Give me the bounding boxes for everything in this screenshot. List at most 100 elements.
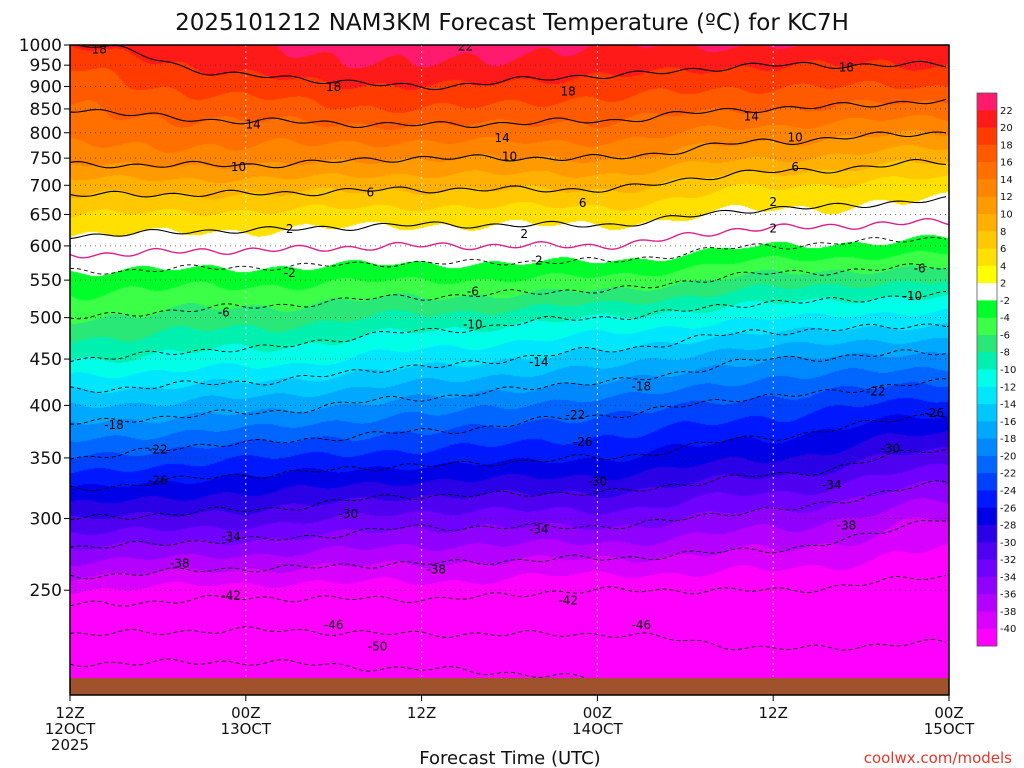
contour-label-text: -22 [866, 384, 886, 398]
contour-label: -30 [588, 475, 608, 489]
isotherm-minus2 [70, 236, 947, 275]
contour-label: 10 [788, 131, 803, 145]
contour-label: 18 [326, 80, 341, 94]
y-tick-label: 250 [30, 581, 62, 601]
x-tick-label: 12OCT [45, 720, 96, 738]
colorbar-swatch [977, 542, 997, 561]
y-tick-label: 400 [30, 396, 62, 416]
y-axis: 250 300 350 400 450 500 550 600 650 700 750 800 850 9… [19, 36, 70, 601]
contour-label-text: 14 [245, 118, 260, 132]
contour-label: -26 [148, 473, 168, 487]
contour-label-text: -6 [467, 285, 479, 299]
y-tick-label: 950 [30, 56, 62, 76]
colorbar-swatch [977, 404, 997, 422]
contour-label-text: -18 [104, 418, 124, 432]
contour-label-text: 14 [495, 131, 510, 145]
contour-label: 10 [502, 150, 517, 164]
contour-label: 2 [769, 195, 777, 209]
contour-label-text: 6 [791, 160, 799, 174]
contour-label: -6 [914, 262, 926, 276]
colorbar-label: -2 [1000, 296, 1010, 307]
colorbar-label: 18 [1000, 140, 1013, 151]
isotherm-18 [73, 45, 947, 91]
colorbar-swatch [977, 473, 997, 491]
contour-label-text: 2 [286, 222, 294, 236]
colorbar-label: -34 [1000, 572, 1016, 583]
colorbar-swatch [977, 179, 997, 198]
contour-label: 14 [744, 109, 759, 123]
contour-label: -42 [558, 593, 578, 607]
contour-label: -10 [463, 317, 483, 331]
colorbar-label: -20 [1000, 451, 1016, 462]
y-tick-label: 550 [30, 271, 62, 291]
contour-label: -10 [903, 289, 923, 303]
contour-label: 2 [769, 221, 777, 235]
colorbar-frame [976, 92, 998, 647]
y-tick-label: 600 [30, 237, 62, 257]
contour-label-text: -38 [426, 562, 446, 576]
contour-label-text: 10 [788, 131, 803, 145]
colorbar-label: -16 [1000, 417, 1016, 428]
contour-label-text: -42 [558, 593, 578, 607]
contour-label-text: -10 [463, 317, 483, 331]
contour-label-text: 10 [502, 150, 517, 164]
contour-label: -38 [426, 562, 446, 576]
colorbar-label: -30 [1000, 538, 1016, 549]
isotherm-minus34 [70, 480, 947, 549]
contour-label-text: 10 [231, 160, 246, 174]
contour-label-text: -6 [914, 262, 926, 276]
contour-label-text: -34 [822, 478, 842, 492]
contour-label-text: -46 [324, 618, 344, 632]
colorbar-swatch [977, 507, 997, 526]
colorbar-label: -22 [1000, 469, 1016, 480]
x-tick-label: 00Z [583, 704, 612, 722]
contour-label: -22 [866, 384, 886, 398]
x-axis-label: Forecast Time (UTC) [419, 748, 600, 768]
colorbar-label: -10 [1000, 365, 1016, 376]
colorbar-label: 16 [1000, 158, 1013, 169]
contour-lines [70, 45, 949, 683]
contour-label: 2 [286, 222, 294, 236]
colorbar-swatch [977, 265, 997, 284]
colorbar-swatch [977, 317, 997, 336]
isotherm-minus26 [70, 413, 947, 492]
contour-label: -38 [837, 519, 857, 533]
contour-label: -26 [573, 435, 593, 449]
x-tick-label: 2025 [51, 736, 89, 754]
colorbar-swatch [977, 490, 997, 509]
contour-label: -34 [822, 478, 842, 492]
colorbar-swatch [977, 559, 997, 578]
contour-label-text: -26 [573, 435, 593, 449]
contour-label-text: 18 [92, 42, 107, 56]
colorbar-label: 12 [1000, 192, 1013, 203]
isotherm-minus42 [70, 575, 947, 607]
colorbar-label: -4 [1000, 313, 1010, 324]
colorbar-swatch [977, 283, 997, 301]
colorbar-label: 8 [1000, 227, 1006, 238]
contour-label: -6 [218, 306, 230, 320]
contour-label-text: -26 [148, 473, 168, 487]
contour-label-text: -22 [148, 443, 168, 457]
contour-label-text: -14 [947, 319, 967, 333]
contour-label: -42 [221, 588, 241, 602]
isotherm-14 [70, 98, 947, 129]
colorbar-label: -36 [1000, 590, 1016, 601]
contour-label: 22 [458, 45, 473, 54]
colorbar-label: -40 [1000, 624, 1016, 635]
contour-label-text: -46 [632, 618, 652, 632]
credit-text: coolwx.com/models [864, 749, 1012, 767]
isotherm-minus50 [70, 658, 595, 683]
isotherm-minus46 [70, 626, 947, 651]
colorbar-label: 14 [1000, 175, 1013, 186]
y-tick-label: 500 [30, 309, 62, 329]
colorbar-label: -12 [1000, 382, 1016, 393]
contour-label-text: -26 [925, 406, 945, 420]
contour-label-text: -30 [588, 475, 608, 489]
colorbar-label: 10 [1000, 209, 1013, 220]
colorbar-swatch [977, 576, 997, 595]
colorbar-label: -18 [1000, 434, 1016, 445]
contour-label: -18 [104, 418, 124, 432]
y-tick-label: 300 [30, 510, 62, 530]
contour-label: -30 [339, 507, 359, 521]
colorbar-label: 2 [1000, 279, 1006, 290]
